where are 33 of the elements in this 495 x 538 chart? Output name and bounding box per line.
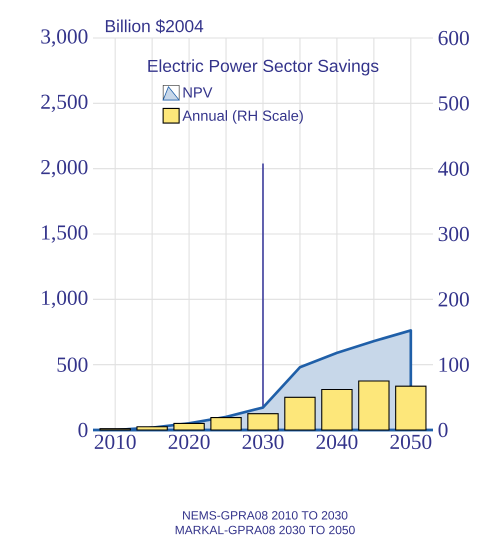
x-tick-label: 2040 bbox=[316, 434, 358, 450]
bar bbox=[210, 417, 242, 431]
text: Electric Power Sector Savings bbox=[148, 59, 378, 76]
y-tick-label: 1,500 bbox=[42, 225, 88, 243]
y2-tick-label: 600 bbox=[438, 30, 469, 46]
bar bbox=[136, 426, 168, 431]
x-tick-label: 2030 bbox=[242, 434, 284, 450]
y-tick-label: 2,500 bbox=[41, 94, 88, 112]
y2-tick-label: 300 bbox=[438, 226, 469, 242]
y-tick-label: 3,000 bbox=[41, 29, 88, 47]
text: NEMS-GPRA08 2010 TO 2030 bbox=[183, 511, 348, 520]
y-axis-title: Billion $2004 bbox=[106, 19, 204, 34]
y-tick-label: 2,000 bbox=[41, 160, 88, 178]
y2-tick-label: 400 bbox=[438, 161, 469, 176]
legend-label: NPV bbox=[184, 87, 212, 98]
x-tick-label: 2020 bbox=[168, 434, 210, 450]
bar bbox=[247, 413, 279, 431]
bar bbox=[321, 388, 353, 431]
x-tick-label: 2050 bbox=[390, 434, 432, 450]
x-tick-label: 2010 bbox=[94, 434, 136, 450]
text: MARKAL-GPRA08 2030 TO 2050 bbox=[176, 526, 355, 534]
bar bbox=[395, 386, 426, 431]
y2-tick-label: 200 bbox=[438, 292, 469, 307]
y-tick-label: 0 bbox=[78, 422, 88, 438]
y-tick-label: 500 bbox=[58, 357, 88, 372]
y2-tick-label: 0 bbox=[438, 422, 448, 438]
bar bbox=[284, 396, 316, 431]
legend-label: Annual (RH Scale) bbox=[182, 110, 303, 124]
bar bbox=[358, 380, 390, 431]
bar bbox=[173, 422, 205, 431]
y2-tick-label: 100 bbox=[440, 357, 469, 372]
y-tick-label: 1,000 bbox=[42, 290, 88, 308]
y2-tick-label: 500 bbox=[438, 96, 469, 111]
